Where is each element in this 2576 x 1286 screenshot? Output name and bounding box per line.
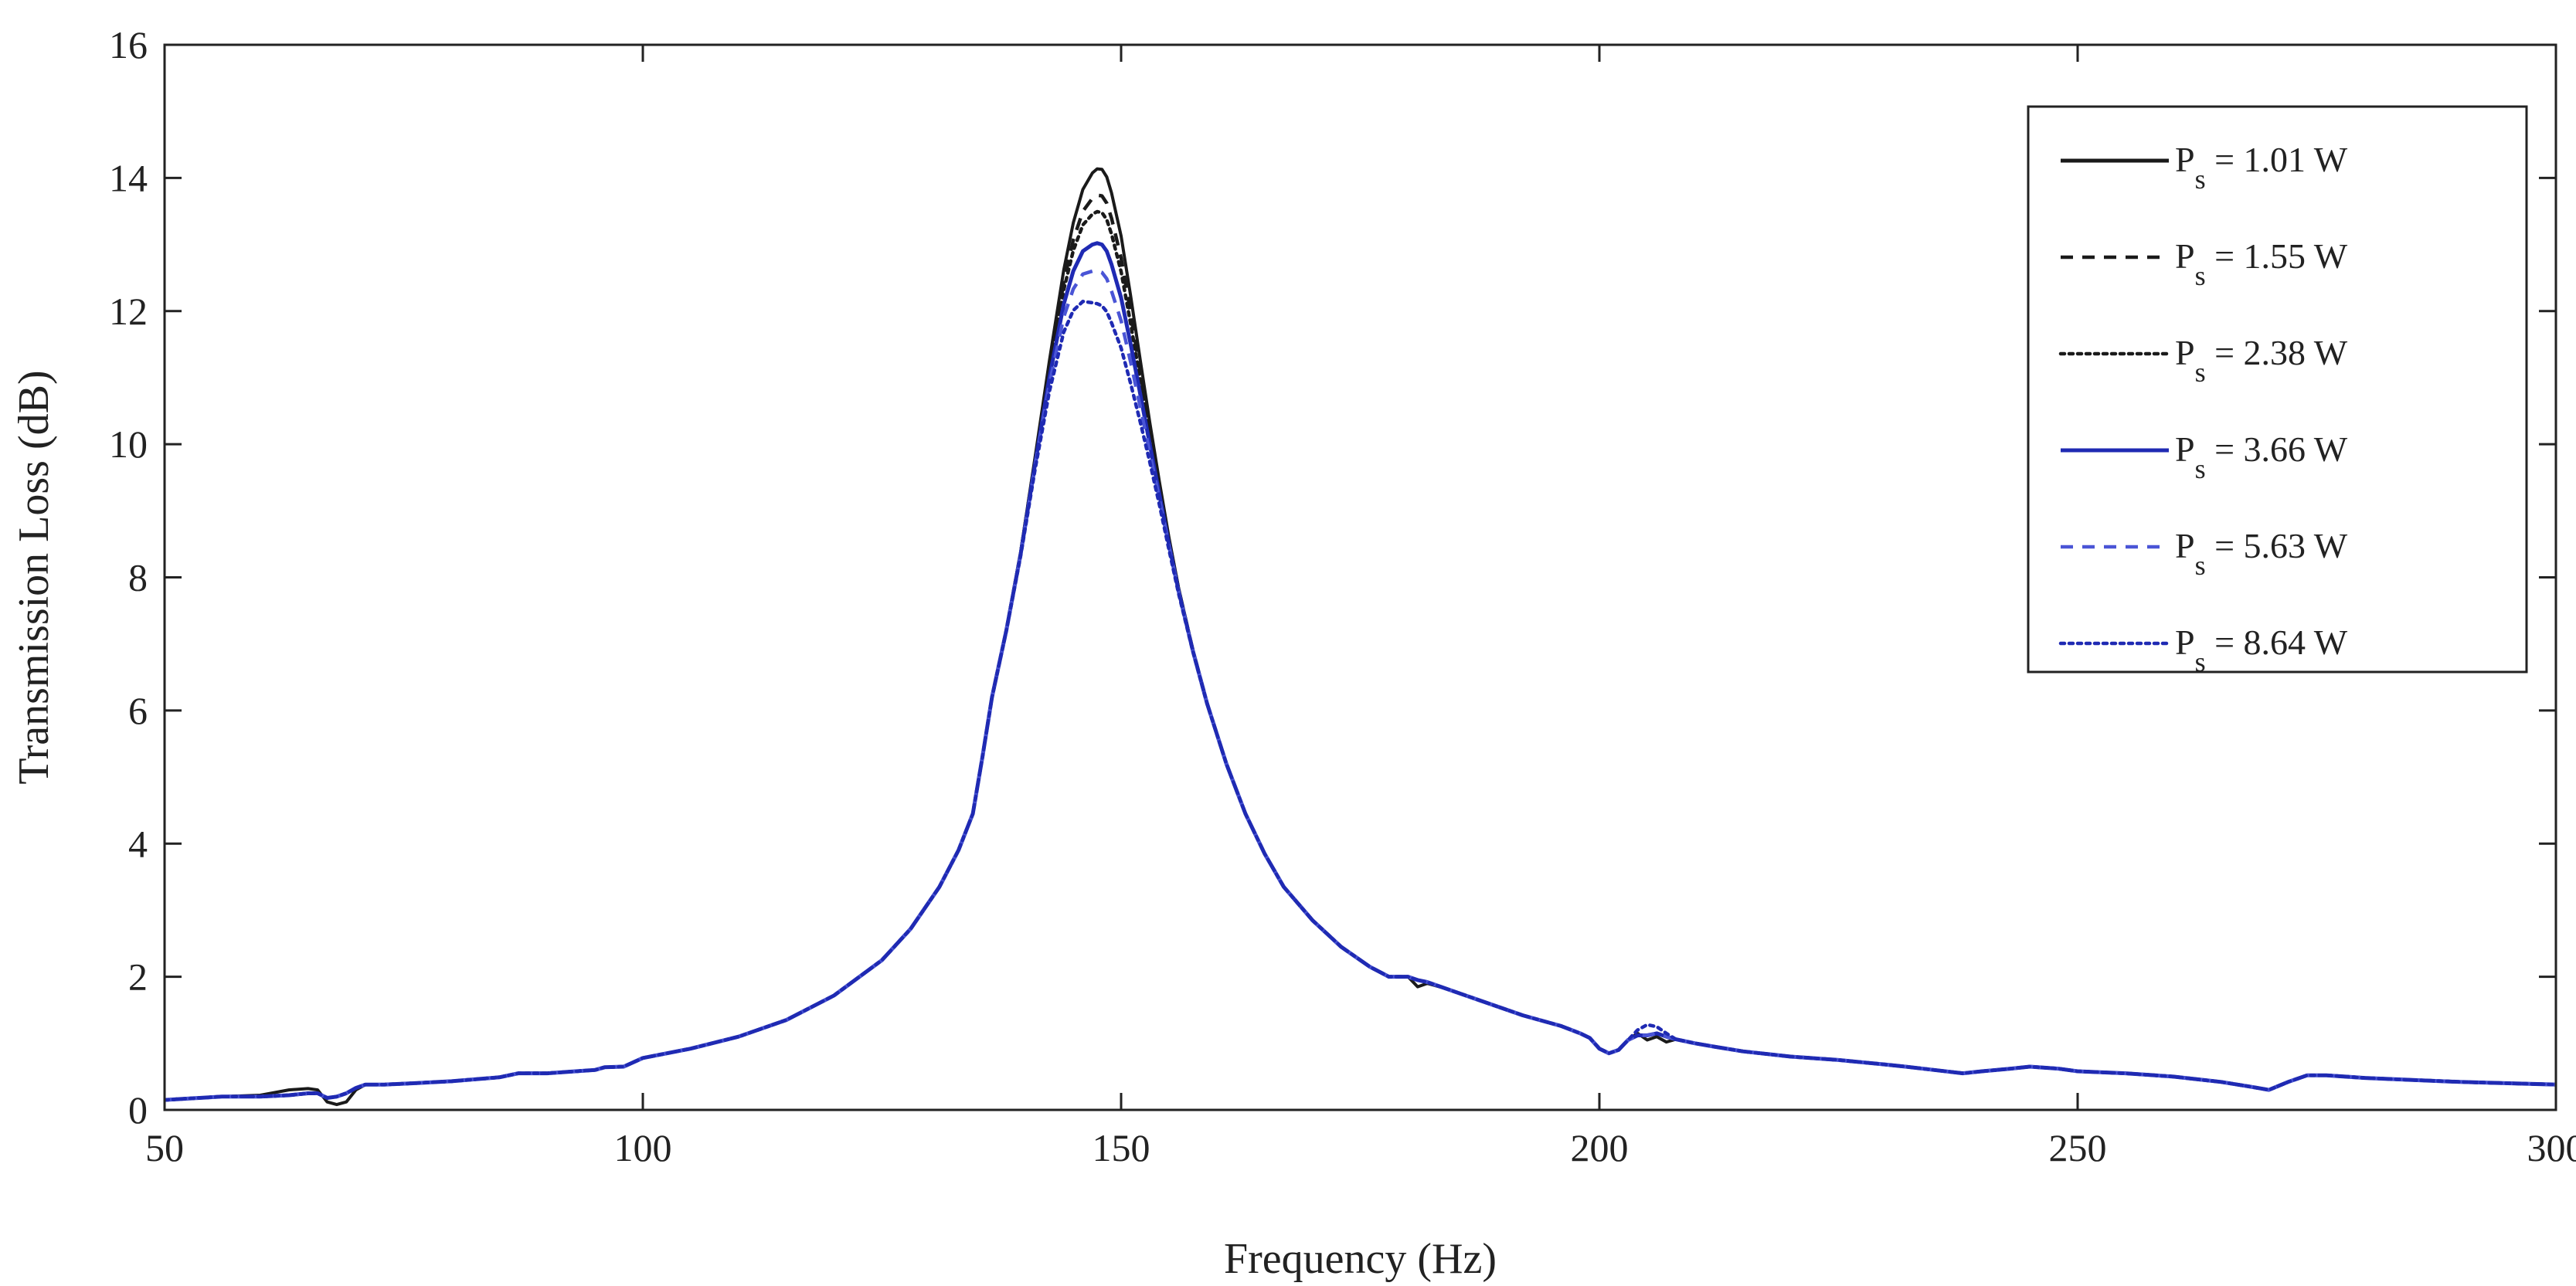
ticks-layer: 50 100 150 200 250 300 0 2 4 6 8 10 12 14 16 bbox=[109, 23, 2576, 1169]
legend-label-5: Ps = 5.63 W bbox=[2175, 526, 2348, 581]
y-axis-label: Transmission Loss (dB) bbox=[10, 370, 58, 784]
series-layer bbox=[165, 167, 2556, 1107]
y-tick-label: 2 bbox=[128, 955, 148, 999]
x-tick-label: 50 bbox=[145, 1126, 184, 1169]
x-axis-label: Frequency (Hz) bbox=[1224, 1235, 1497, 1283]
y-tick-label: 4 bbox=[128, 822, 148, 865]
legend-label-3: Ps = 2.38 W bbox=[2175, 333, 2348, 388]
x-tick-label: 300 bbox=[2527, 1126, 2576, 1169]
x-tick-label: 250 bbox=[2049, 1126, 2107, 1169]
y-tick-label: 12 bbox=[109, 290, 148, 333]
y-tick-label: 8 bbox=[128, 556, 148, 599]
legend-label-4: Ps = 3.66 W bbox=[2175, 429, 2348, 484]
legend-box bbox=[2027, 105, 2528, 674]
legend-label-1: Ps = 1.01 W bbox=[2175, 140, 2348, 195]
x-tick-label: 100 bbox=[614, 1126, 672, 1169]
series-line-6 bbox=[165, 300, 2556, 1102]
y-tick-label: 16 bbox=[109, 23, 148, 66]
y-tick-label: 14 bbox=[109, 156, 148, 199]
y-tick-label: 10 bbox=[109, 422, 148, 466]
y-tick-label: 0 bbox=[128, 1088, 148, 1132]
x-tick-label: 200 bbox=[1571, 1126, 1629, 1169]
x-tick-label: 150 bbox=[1093, 1126, 1150, 1169]
y-tick-label: 6 bbox=[128, 689, 148, 732]
legend-label-2: Ps = 1.55 W bbox=[2175, 236, 2348, 291]
legend: Ps = 1.01 W Ps = 1.55 W Ps = 2.38 W Ps = 3.… bbox=[2027, 105, 2528, 677]
legend-label-6: Ps = 8.64 W bbox=[2175, 623, 2348, 677]
